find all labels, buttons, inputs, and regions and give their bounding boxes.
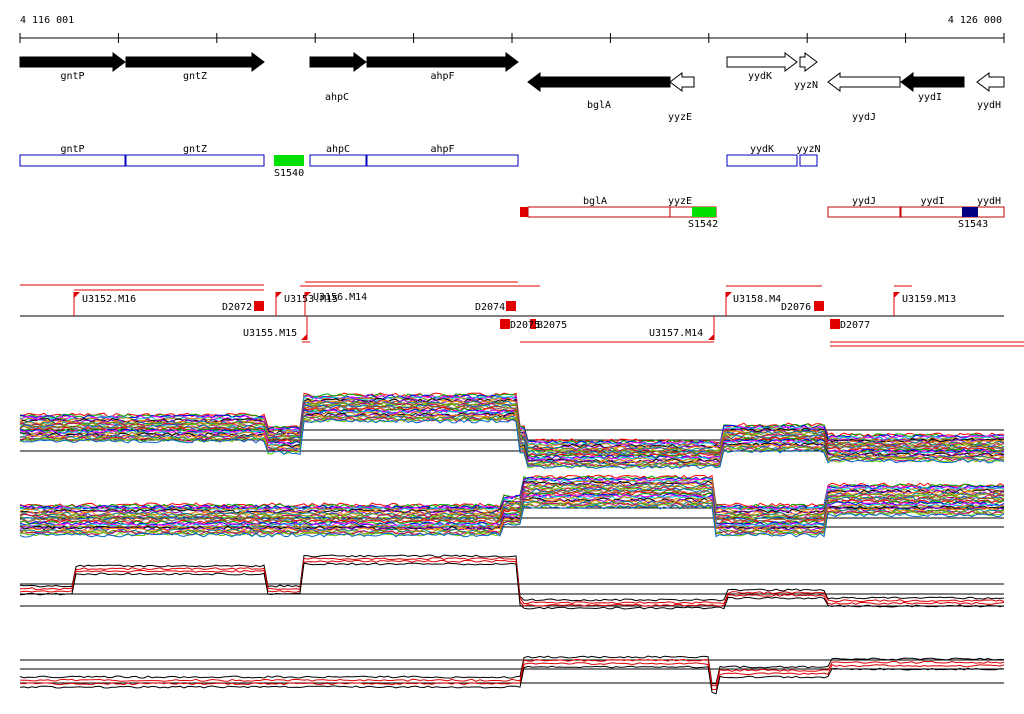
gene-label-ahpC: ahpC bbox=[325, 92, 349, 103]
expression-profile-line bbox=[19, 403, 1005, 455]
blue-gene-box-ahpF[interactable] bbox=[366, 154, 519, 167]
gene-label-yyzE: yyzE bbox=[668, 112, 692, 123]
transcript-label: U3158.M4 bbox=[733, 294, 781, 305]
transcript-label: B2075 bbox=[537, 320, 567, 331]
gene-label-ahpF: ahpF bbox=[430, 71, 454, 82]
gene-label-yyzN: yyzN bbox=[794, 80, 818, 91]
transcript-label: U3155.M15 bbox=[243, 328, 297, 339]
expression-profile-line bbox=[19, 502, 1005, 536]
blue-gene-box-yyzN[interactable] bbox=[799, 154, 818, 167]
gene-label-gntP: gntP bbox=[60, 71, 84, 82]
coordinate-ruler: 4 116 001 4 126 000 bbox=[19, 15, 1005, 43]
expression-profile-line bbox=[19, 559, 1005, 607]
transcript-label: U3152.M16 bbox=[82, 294, 136, 305]
gene-label-yydI: yydI bbox=[918, 92, 942, 103]
red-gene-box-yydJ[interactable] bbox=[827, 206, 901, 218]
expression-profile-line bbox=[19, 562, 1005, 610]
expression-panel-3 bbox=[19, 554, 1005, 610]
feature-label-S1540: S1540 bbox=[274, 168, 304, 179]
gene-arrow-yyzE[interactable] bbox=[669, 72, 695, 92]
gene-arrow-ahpF[interactable] bbox=[366, 52, 519, 72]
gene-label-yydK: yydK bbox=[748, 71, 772, 82]
transcript-label: D2074 bbox=[475, 302, 505, 313]
expression-profile-line bbox=[19, 417, 1005, 469]
expression-profile-line bbox=[19, 554, 1005, 602]
blue-gene-label-gntZ: gntZ bbox=[183, 144, 207, 155]
expression-profile-line bbox=[19, 662, 1005, 691]
expression-profile-line bbox=[19, 503, 1005, 537]
transcript-label: U3157.M14 bbox=[649, 328, 703, 339]
expression-profile-line bbox=[19, 414, 1005, 467]
expression-profile-line bbox=[19, 394, 1005, 447]
gene-label-gntZ: gntZ bbox=[183, 71, 207, 82]
red-gene-label-yydJ: yydJ bbox=[852, 196, 876, 207]
feature-box-S1542[interactable] bbox=[692, 207, 716, 217]
gene-arrow-ahpC[interactable] bbox=[309, 52, 367, 72]
expression-profile-line bbox=[19, 504, 1005, 538]
transcript-track: U3152.M16 D2072 U3153.M15 U3156.M14 U315… bbox=[20, 281, 1024, 347]
gene-label-yydJ: yydJ bbox=[852, 112, 876, 123]
gene-label-yydH: yydH bbox=[977, 100, 1001, 111]
expression-profile-line bbox=[19, 496, 1005, 530]
start-coordinate: 4 116 001 bbox=[20, 15, 74, 26]
end-coordinate: 4 126 000 bbox=[948, 15, 1002, 26]
expression-profile-line bbox=[19, 405, 1005, 457]
expression-profile-line bbox=[19, 413, 1005, 465]
expression-profile-line bbox=[19, 655, 1005, 685]
feature-box-S1543[interactable] bbox=[962, 207, 978, 217]
feature-label-S1543: S1543 bbox=[958, 219, 988, 230]
feature-box-S1540[interactable] bbox=[274, 155, 304, 166]
expression-panel-1 bbox=[19, 392, 1005, 470]
gene-arrow-bglA[interactable] bbox=[527, 72, 671, 92]
ruler-ticks bbox=[19, 33, 1005, 43]
red-gene-label-yyzE: yyzE bbox=[668, 196, 692, 207]
red-gene-box-yydI[interactable] bbox=[900, 206, 965, 218]
expression-profile-line bbox=[19, 665, 1005, 695]
gene-arrow-gntP[interactable] bbox=[19, 52, 126, 72]
expression-profile-line bbox=[19, 395, 1005, 448]
expression-profile-line bbox=[19, 557, 1005, 605]
gene-arrow-yydI[interactable] bbox=[900, 72, 965, 92]
expression-profile-line bbox=[19, 418, 1005, 470]
transcript-label: U3159.M13 bbox=[902, 294, 956, 305]
gene-label-bglA: bglA bbox=[587, 100, 611, 111]
transcript-label: D2076 bbox=[781, 302, 811, 313]
red-gene-box-bglA[interactable] bbox=[527, 206, 671, 218]
blue-gene-box-yydK[interactable] bbox=[726, 154, 798, 167]
expression-profile-line bbox=[19, 498, 1005, 532]
transcript-label: D2077 bbox=[840, 320, 870, 331]
transcript-label: D2075 bbox=[510, 320, 540, 331]
blue-gene-label-ahpC: ahpC bbox=[326, 144, 350, 155]
blue-gene-label-ahpF: ahpF bbox=[430, 144, 454, 155]
gene-arrow-yyzN[interactable] bbox=[799, 52, 818, 72]
blue-gene-box-gntZ[interactable] bbox=[125, 154, 265, 167]
transcript-label: U3156.M14 bbox=[313, 292, 367, 303]
expression-profile-line bbox=[19, 483, 1005, 517]
blue-gene-box-gntP[interactable] bbox=[19, 154, 126, 167]
expression-panel-4 bbox=[19, 655, 1005, 695]
blue-gene-label-yydK: yydK bbox=[750, 144, 774, 155]
blue-annotation-track: gntP gntZ ahpC ahpF yydK yyzN S1540 bbox=[19, 144, 821, 179]
expression-profile-line bbox=[20, 409, 1005, 461]
blue-gene-box-ahpC[interactable] bbox=[309, 154, 367, 167]
transcript-label: U3153.M15 bbox=[284, 294, 338, 305]
transcript-label: D2072 bbox=[222, 302, 252, 313]
blue-gene-label-yyzN: yyzN bbox=[796, 144, 820, 155]
expression-profile-line bbox=[19, 658, 1005, 687]
gene-arrow-yydJ[interactable] bbox=[827, 72, 901, 92]
gene-arrow-gntZ[interactable] bbox=[125, 52, 265, 72]
red-annotation-track: bglA yyzE yydJ yydI yydH S1542 S1543 bbox=[520, 196, 1005, 230]
gene-arrow-yydK[interactable] bbox=[726, 52, 798, 72]
red-gene-label-yydH: yydH bbox=[977, 196, 1001, 207]
red-marker bbox=[520, 207, 528, 217]
gene-arrow-track: gntP gntZ ahpC ahpF bglA yyzE yydK yyzN yydJ yydI… bbox=[19, 52, 1005, 123]
gene-arrow-yydH[interactable] bbox=[976, 72, 1005, 92]
expression-panel-2 bbox=[19, 474, 1005, 538]
red-gene-label-yydI: yydI bbox=[920, 196, 944, 207]
red-gene-label-bglA: bglA bbox=[583, 196, 607, 207]
feature-label-S1542: S1542 bbox=[688, 219, 718, 230]
expression-profile-line bbox=[19, 401, 1005, 453]
blue-gene-label-gntP: gntP bbox=[60, 144, 84, 155]
